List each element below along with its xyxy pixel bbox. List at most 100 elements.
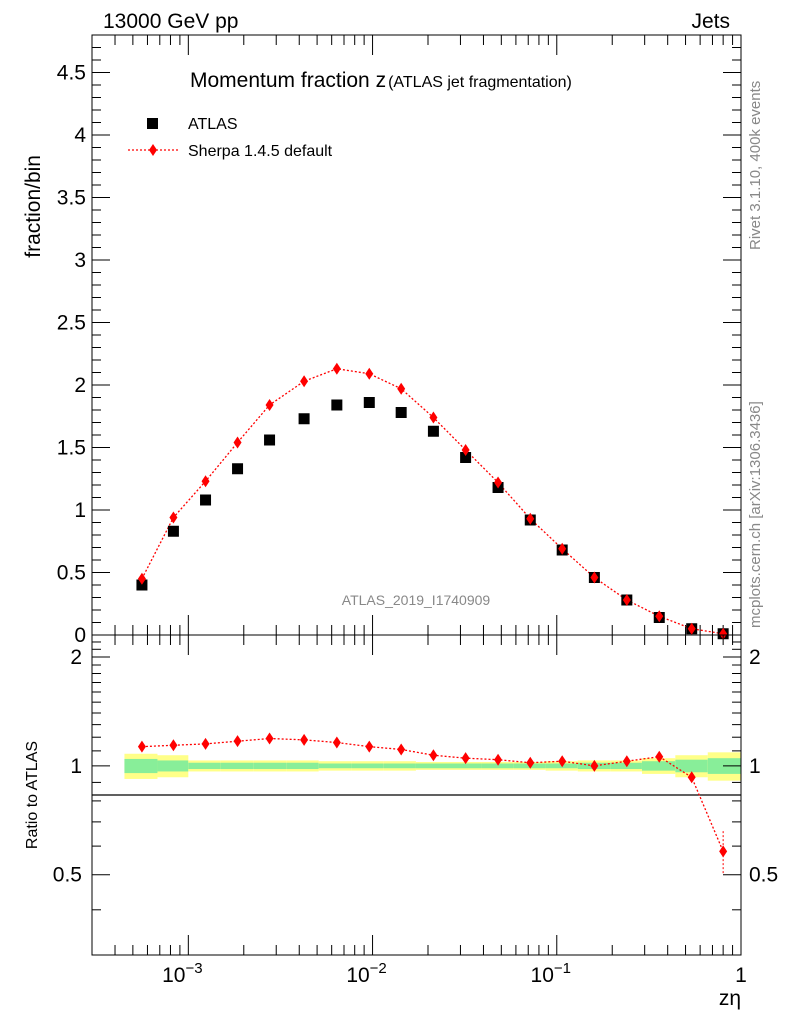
chart-title: Momentum fraction z (ATLAS jet fragmentat… bbox=[190, 69, 572, 92]
sherpa-point bbox=[169, 511, 178, 524]
ratio-point bbox=[461, 752, 470, 765]
chart-title-sub: (ATLAS jet fragmentation) bbox=[388, 74, 572, 91]
sherpa-point bbox=[719, 627, 728, 640]
legend-sherpa-marker bbox=[149, 144, 157, 156]
ratio-band-green bbox=[481, 763, 514, 769]
ratio-point bbox=[526, 756, 535, 769]
ratio-x-axis: 10−3 10−2 10−1 1 bbox=[91, 635, 747, 987]
atlas-point bbox=[363, 397, 375, 408]
sherpa-point bbox=[397, 382, 406, 395]
ratio-band-green bbox=[675, 759, 708, 773]
x-tick-label: 10−3 bbox=[162, 960, 202, 987]
sherpa-point bbox=[429, 411, 438, 424]
ratio-point bbox=[365, 740, 374, 753]
sherpa-point bbox=[332, 362, 341, 375]
ratio-point bbox=[687, 771, 696, 784]
x-tick-label-base: 10 bbox=[162, 964, 185, 987]
y-tick-label: 4 bbox=[74, 124, 86, 147]
sherpa-point bbox=[526, 512, 535, 525]
legend: ATLAS Sherpa 1.4.5 default bbox=[128, 116, 333, 160]
ratio-band-green bbox=[415, 763, 449, 769]
main-series bbox=[136, 362, 729, 640]
ratio-y-tick-label: 2 bbox=[70, 646, 82, 669]
x-tick-label-base: 1 bbox=[735, 964, 747, 987]
ratio-point bbox=[494, 753, 503, 766]
sherpa-point bbox=[365, 367, 374, 380]
ratio-band-green bbox=[641, 761, 676, 771]
main-x-axis-ticks bbox=[91, 35, 742, 635]
y-tick-label: 2.5 bbox=[57, 312, 86, 335]
y-tick-label: 0 bbox=[74, 624, 86, 647]
ratio-point bbox=[590, 759, 599, 772]
atlas-point bbox=[298, 413, 310, 425]
ratio-y-axis: 0.5 0.5 1 1 2 2 bbox=[53, 641, 778, 911]
sherpa-point bbox=[233, 436, 242, 449]
header-right: Jets bbox=[691, 10, 730, 33]
ratio-point bbox=[655, 750, 664, 763]
sherpa-point bbox=[461, 444, 470, 456]
ratio-y-tick-label-right: 0.5 bbox=[749, 864, 778, 887]
sherpa-point bbox=[687, 622, 696, 635]
ratio-y-axis-label: Ratio to ATLAS bbox=[24, 741, 41, 849]
sherpa-point bbox=[201, 475, 210, 488]
y-tick-label: 3.5 bbox=[57, 187, 86, 210]
ratio-band-green bbox=[286, 762, 319, 770]
ratio-band-green bbox=[124, 758, 158, 774]
main-y-axis: 0 0.5 1 1.5 2 2.5 3 3.5 4 4.5 bbox=[57, 34, 741, 647]
sherpa-point bbox=[265, 399, 274, 411]
sherpa-point bbox=[137, 572, 146, 585]
ratio-y-tick-label-right: 2 bbox=[749, 646, 761, 669]
ratio-y-tick-label: 0.5 bbox=[53, 864, 82, 887]
ratio-series bbox=[137, 732, 728, 875]
sherpa-point bbox=[590, 571, 599, 584]
sherpa-point bbox=[622, 594, 631, 606]
header-left: 13000 GeV pp bbox=[103, 10, 238, 33]
ratio-point bbox=[233, 735, 242, 748]
sherpa-point bbox=[655, 610, 664, 623]
atlas-point bbox=[331, 399, 343, 411]
atlas-point bbox=[264, 434, 276, 446]
ratio-band-green bbox=[157, 760, 189, 772]
atlas-point bbox=[427, 425, 439, 437]
legend-atlas-marker bbox=[147, 118, 158, 129]
atlas-point bbox=[232, 463, 244, 475]
ratio-point bbox=[558, 755, 567, 768]
ratio-point bbox=[429, 749, 438, 762]
x-tick-label: 10−2 bbox=[346, 960, 386, 987]
ratio-point bbox=[137, 740, 146, 753]
y-tick-label: 1 bbox=[74, 499, 86, 522]
main-panel: 0 0.5 1 1.5 2 2.5 3 3.5 4 4.5 fraction/bin Moment… bbox=[22, 34, 742, 647]
ratio-y-tick-label: 1 bbox=[70, 755, 82, 778]
ratio-band-green bbox=[220, 762, 254, 770]
ratio-band-green bbox=[253, 762, 287, 770]
rivet-label: Rivet 3.1.10, 400k events bbox=[747, 81, 764, 250]
ratio-band-green bbox=[188, 762, 221, 770]
y-axis-label: fraction/bin bbox=[22, 155, 45, 258]
x-tick-label: 10−1 bbox=[531, 960, 571, 987]
ratio-band-green bbox=[383, 763, 416, 769]
x-tick-label-exponent: −1 bbox=[554, 960, 571, 977]
ratio-panel: 0.5 0.51 12 2 10−3 10−2 10−1 1 Ratio to ATLAS bbox=[24, 634, 778, 987]
chart-title-main: Momentum fraction z bbox=[190, 69, 386, 92]
ratio-band-green bbox=[448, 763, 482, 769]
ratio-band-green bbox=[318, 763, 352, 769]
atlas-point bbox=[460, 452, 472, 463]
mcplots-label: mcplots.cern.ch [arXiv:1306.3436] bbox=[747, 401, 764, 628]
x-axis-label: zη bbox=[719, 987, 741, 1010]
y-tick-label: 2 bbox=[74, 374, 86, 397]
ratio-point bbox=[397, 743, 406, 756]
x-tick-label-base: 10 bbox=[346, 964, 369, 987]
ratio-point bbox=[169, 739, 178, 752]
y-tick-label: 1.5 bbox=[57, 437, 86, 460]
sherpa-point bbox=[558, 542, 567, 555]
y-tick-label: 0.5 bbox=[57, 562, 86, 585]
ratio-point bbox=[300, 733, 309, 746]
y-tick-label: 4.5 bbox=[57, 62, 86, 85]
x-tick-label: 1 bbox=[735, 964, 747, 987]
legend-sherpa-label: Sherpa 1.4.5 default bbox=[188, 143, 333, 160]
ratio-point bbox=[332, 736, 341, 749]
legend-atlas-label: ATLAS bbox=[188, 116, 238, 133]
ratio-point bbox=[719, 845, 728, 858]
atlas-point bbox=[167, 525, 179, 537]
